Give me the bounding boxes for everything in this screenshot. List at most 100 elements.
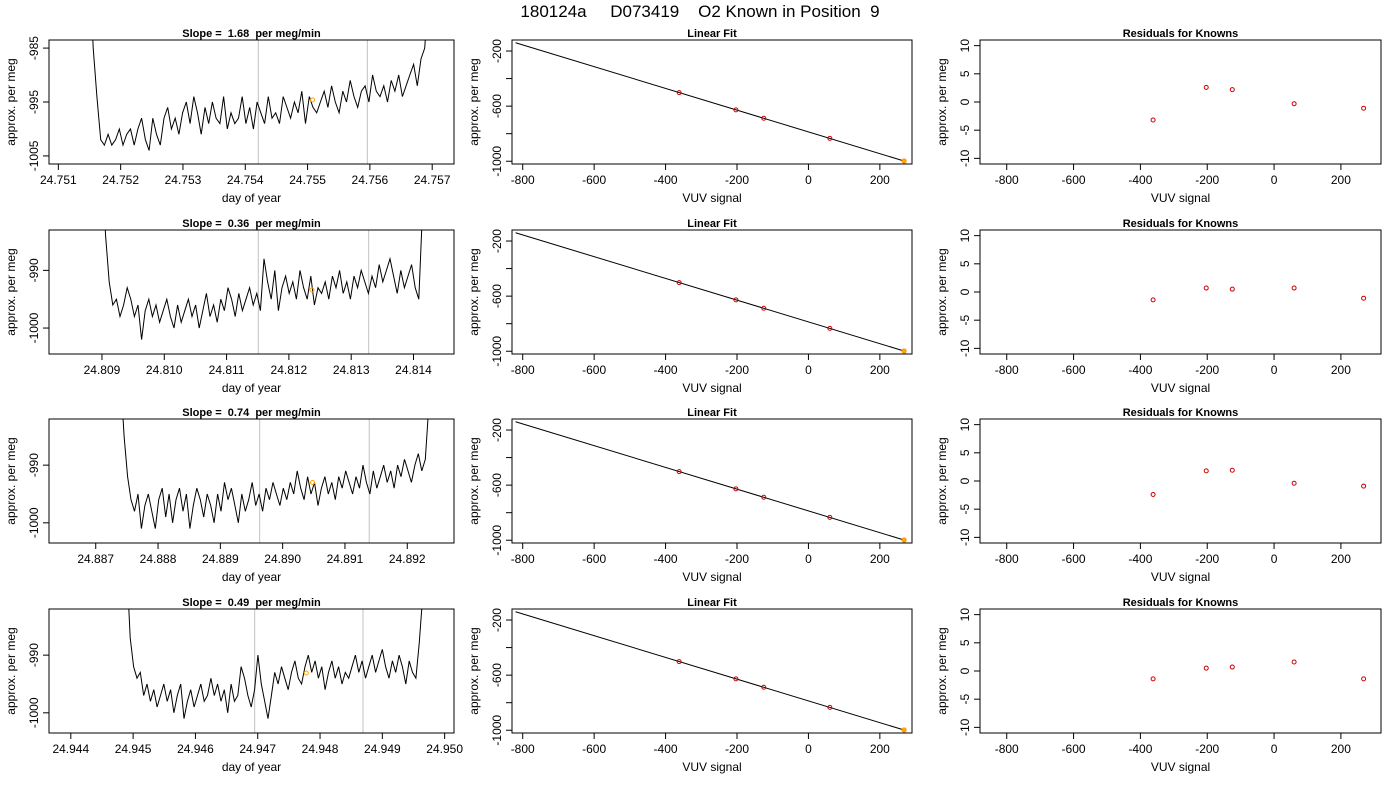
x-tick-label: -600 bbox=[1062, 552, 1086, 566]
x-tick-label: 24.946 bbox=[177, 742, 214, 756]
x-tick-label: 0 bbox=[1271, 363, 1278, 377]
x-tick-label: -200 bbox=[1195, 552, 1219, 566]
panel-1-2: -800 -600 -400 -200 0 200 VUV signal -1000 -600 -… bbox=[467, 28, 913, 205]
panel-title: Linear Fit bbox=[687, 28, 737, 40]
y-tick-label: -10 bbox=[958, 718, 972, 736]
plot-area bbox=[128, 609, 423, 733]
x-tick-label: 0 bbox=[805, 173, 812, 187]
y-tick-label: -5 bbox=[958, 694, 972, 705]
x-tick-label: 0 bbox=[1271, 742, 1278, 756]
x-tick-label: 24.756 bbox=[352, 173, 389, 187]
highlight-point bbox=[901, 727, 907, 733]
data-point bbox=[1361, 295, 1367, 301]
data-point bbox=[1229, 87, 1235, 93]
data-point bbox=[827, 135, 833, 141]
x-tick-label: 24.753 bbox=[165, 173, 202, 187]
data-point bbox=[1229, 286, 1235, 292]
plot-frame bbox=[979, 39, 1382, 165]
x-tick-label: 24.814 bbox=[395, 363, 432, 377]
plot-frame bbox=[979, 418, 1382, 544]
y-tick-label: -200 bbox=[490, 229, 504, 253]
plot-area bbox=[92, 40, 426, 164]
y-tick-label: -10 bbox=[958, 339, 972, 357]
plot-frame bbox=[48, 229, 455, 355]
x-tick-label: -600 bbox=[582, 552, 606, 566]
data-point bbox=[733, 297, 739, 303]
y-tick-label: -1000 bbox=[490, 525, 504, 556]
x-axis-label: VUV signal bbox=[682, 191, 741, 205]
x-tick-label: -400 bbox=[1128, 173, 1152, 187]
x-tick-label: -800 bbox=[511, 363, 535, 377]
y-axis-label: approx. per meg bbox=[935, 248, 949, 335]
panel-title: Slope = 0.49 per meg/min bbox=[182, 597, 321, 609]
x-tick-label: 0 bbox=[805, 363, 812, 377]
y-axis-label: approx. per meg bbox=[935, 437, 949, 524]
x-tick-label: 24.887 bbox=[77, 552, 114, 566]
y-tick-label: -990 bbox=[27, 453, 41, 477]
panel-title: Residuals for Knowns bbox=[1123, 597, 1239, 609]
y-tick-label: -1000 bbox=[490, 715, 504, 746]
marker-point bbox=[310, 97, 316, 103]
x-tick-label: 200 bbox=[870, 363, 890, 377]
y-tick-label: 10 bbox=[958, 229, 972, 243]
figure-title: 180124a D073419 O2 Known in Position 9 bbox=[520, 2, 880, 21]
x-tick-label: 24.754 bbox=[227, 173, 264, 187]
data-point bbox=[1361, 676, 1367, 682]
panel-title: Linear Fit bbox=[687, 218, 737, 230]
plot-area bbox=[1150, 659, 1367, 682]
data-trace bbox=[92, 40, 426, 151]
panel-title: Slope = 1.68 per meg/min bbox=[182, 28, 321, 40]
y-tick-label: -200 bbox=[490, 39, 504, 63]
x-tick-label: 200 bbox=[870, 552, 890, 566]
fit-line bbox=[515, 611, 906, 731]
y-tick-label: -5 bbox=[958, 125, 972, 136]
y-tick-label: -5 bbox=[958, 504, 972, 515]
x-tick-label: -200 bbox=[1195, 742, 1219, 756]
data-point bbox=[1361, 105, 1367, 111]
data-point bbox=[827, 325, 833, 331]
x-tick-label: 24.948 bbox=[302, 742, 339, 756]
y-tick-label: -1005 bbox=[27, 140, 41, 171]
y-axis-label: approx. per meg bbox=[467, 58, 481, 145]
y-axis-label: approx. per meg bbox=[467, 248, 481, 335]
x-tick-label: -800 bbox=[511, 552, 535, 566]
x-tick-label: -800 bbox=[511, 742, 535, 756]
panel-1-3: -800 -600 -400 -200 0 200 VUV signal -10 -5 0 5 10 a… bbox=[935, 28, 1382, 205]
x-tick-label: -200 bbox=[725, 173, 749, 187]
panel-2-1: 24.809 24.810 24.811 24.812 24.813 24.814 day … bbox=[4, 218, 455, 395]
x-axis-label: day of year bbox=[222, 760, 281, 774]
x-tick-label: 200 bbox=[1331, 552, 1351, 566]
x-tick-label: 24.892 bbox=[389, 552, 426, 566]
x-tick-label: 200 bbox=[1331, 363, 1351, 377]
y-axis-label: approx. per meg bbox=[467, 627, 481, 714]
panel-4-1: 24.944 24.945 24.946 24.947 24.948 24.949 24.9… bbox=[4, 597, 463, 774]
fit-line bbox=[515, 232, 906, 352]
x-tick-label: -200 bbox=[725, 552, 749, 566]
x-tick-label: 24.812 bbox=[271, 363, 308, 377]
x-tick-label: -400 bbox=[654, 552, 678, 566]
y-tick-label: -600 bbox=[490, 663, 504, 687]
panel-title: Slope = 0.36 per meg/min bbox=[182, 218, 321, 230]
plot-area bbox=[1150, 467, 1367, 498]
x-tick-label: -800 bbox=[995, 363, 1019, 377]
data-trace bbox=[128, 609, 423, 719]
panel-4-3: -800 -600 -400 -200 0 200 VUV signal -10 -5 0 5 10 a… bbox=[935, 597, 1382, 774]
x-axis-label: VUV signal bbox=[682, 760, 741, 774]
y-tick-label: 5 bbox=[958, 260, 972, 267]
marker-point bbox=[309, 287, 315, 293]
data-point bbox=[1291, 285, 1297, 291]
x-tick-label: -600 bbox=[582, 363, 606, 377]
x-tick-label: -400 bbox=[654, 173, 678, 187]
x-axis-label: day of year bbox=[222, 381, 281, 395]
y-tick-label: 5 bbox=[958, 70, 972, 77]
data-point bbox=[1203, 665, 1209, 671]
x-tick-label: 24.891 bbox=[327, 552, 364, 566]
data-point bbox=[761, 684, 767, 690]
plot-area bbox=[1150, 84, 1367, 123]
y-tick-label: 0 bbox=[958, 477, 972, 484]
y-axis-label: approx. per meg bbox=[935, 627, 949, 714]
x-tick-label: -400 bbox=[654, 742, 678, 756]
y-tick-label: -1000 bbox=[27, 697, 41, 728]
x-tick-label: -600 bbox=[1062, 173, 1086, 187]
x-tick-label: 24.947 bbox=[239, 742, 276, 756]
